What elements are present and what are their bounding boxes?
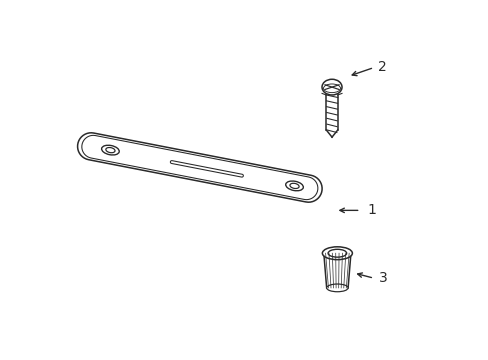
Ellipse shape — [327, 249, 346, 257]
Text: 3: 3 — [378, 271, 386, 285]
Polygon shape — [323, 253, 350, 288]
Ellipse shape — [322, 79, 341, 95]
Text: 1: 1 — [367, 203, 376, 217]
Text: 2: 2 — [378, 60, 386, 75]
Ellipse shape — [102, 145, 119, 155]
Ellipse shape — [285, 181, 303, 191]
Polygon shape — [81, 135, 317, 200]
Ellipse shape — [326, 284, 347, 292]
Polygon shape — [78, 133, 322, 202]
Ellipse shape — [322, 247, 352, 260]
Polygon shape — [170, 161, 243, 177]
Ellipse shape — [289, 183, 299, 189]
Ellipse shape — [105, 148, 115, 153]
